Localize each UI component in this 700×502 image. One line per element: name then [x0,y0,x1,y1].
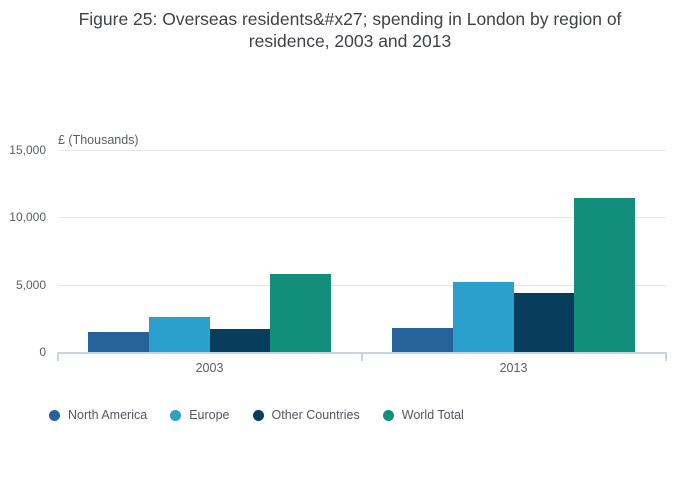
legend-item-north-america[interactable]: North America [49,408,147,422]
legend-item-other-countries[interactable]: Other Countries [252,408,360,422]
bar-north-america-2013[interactable] [392,328,453,352]
bar-other-countries-2013[interactable] [513,292,575,352]
legend-item-label: World Total [401,408,464,422]
chart-title-line2: residence, 2003 and 2013 [248,31,452,51]
bar-world-total-2013[interactable] [574,198,635,352]
legend-item-label: North America [68,408,148,422]
x-axis-line [56,352,667,354]
x-axis-tick [56,353,59,361]
legend-marker-circle-icon [382,409,394,421]
bar-europe-2013[interactable] [452,281,514,352]
legend: North America Europe Other Countries Wor… [49,408,464,422]
gridline [57,284,666,286]
x-axis-tick [360,353,363,361]
y-tick-label: 0 [39,345,46,359]
legend-item-label: Other Countries [271,408,360,422]
legend-marker-circle-icon [252,409,264,421]
x-tick-label: 2013 [499,361,528,375]
legend-item-label: Europe [189,408,230,422]
bar-europe-2003[interactable] [148,316,210,352]
x-axis-tick [664,353,667,361]
y-tick-label: 15,000 [9,143,46,157]
y-tick-label: 10,000 [9,210,46,225]
gridline [57,150,666,151]
legend-item-world-total[interactable]: World Total [382,408,464,422]
bar-world-total-2003[interactable] [270,273,331,352]
legend-item-europe[interactable]: Europe [170,408,230,422]
y-axis-title: £ (Thousands) [58,133,139,147]
x-tick-label: 2003 [195,361,224,375]
y-tick-label: 5,000 [15,277,46,292]
legend-marker-circle-icon [170,409,182,421]
bar-other-countries-2003[interactable] [209,329,271,352]
chart-title-line1: Figure 25: Overseas residents&#x27; spen… [78,9,622,29]
gridline [57,217,666,219]
legend-marker-circle-icon [49,409,60,421]
chart-title: Figure 25: Overseas residents&#x27; spen… [0,8,700,52]
bar-north-america-2003[interactable] [88,331,149,352]
